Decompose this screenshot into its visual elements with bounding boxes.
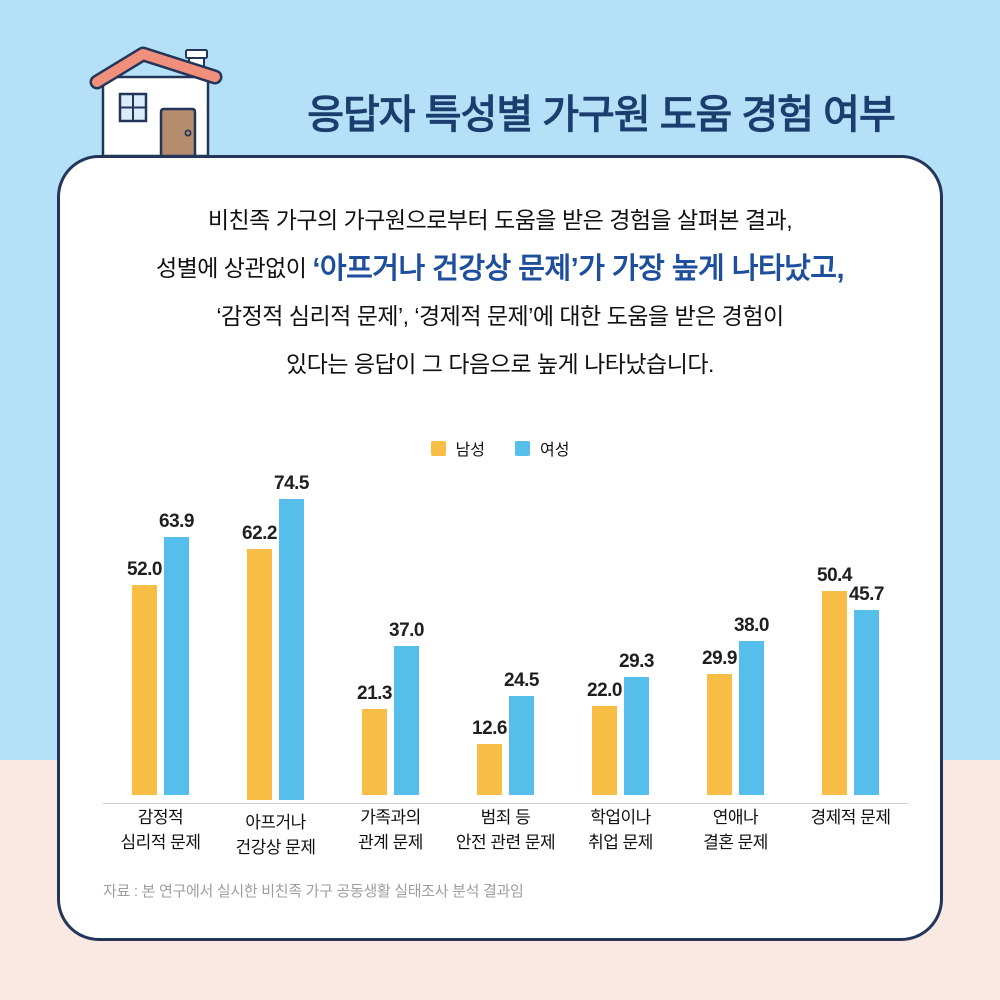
content-card: 비친족 가구의 가구원으로부터 도움을 받은 경험을 살펴본 결과, 성별에 상… [57, 155, 943, 941]
bar-여성 [164, 536, 189, 795]
bar-남성 [477, 743, 502, 795]
bar-여성 [394, 645, 419, 795]
bar-group: 29.9 38.0 연애나 결혼 문제 [678, 473, 793, 863]
category-label: 가족과의 관계 문제 [358, 807, 423, 852]
bar-group: 50.4 45.7 경제적 문제 [793, 473, 908, 863]
x-axis-line [103, 803, 908, 804]
category-label: 학업이나 취업 문제 [588, 807, 653, 852]
chart-legend: 남성 여성 [60, 436, 940, 460]
bar-여성 [279, 499, 304, 800]
page-title: 응답자 특성별 가구원 도움 경험 여부 [307, 93, 896, 137]
legend-label-male: 남성 [455, 442, 485, 459]
legend-label-female: 여성 [540, 442, 570, 459]
intro-line-2: 성별에 상관없이 ‘아프거나 건강상 문제’가 가장 높게 나타났고, [60, 242, 940, 290]
legend-item-male: 남성 [430, 436, 485, 460]
intro-line-3: ‘감정적 심리적 문제’, ‘경제적 문제’에 대한 도움을 받은 경험이 [216, 303, 784, 329]
bar-value-label: 50.4 [817, 564, 852, 586]
bar-남성 [362, 708, 387, 795]
category-label: 감정적 심리적 문제 [120, 807, 201, 852]
intro-line-2-highlight: ‘아프거나 건강상 문제’가 가장 높게 나타났고, [312, 253, 845, 285]
bar-여성 [624, 676, 649, 795]
bar-group: 12.6 24.5 범죄 등 안전 관련 문제 [448, 473, 563, 863]
grouped-bar-chart: 52.0 63.9 감정적 심리적 문제 62.2 74.5 아프거나 건강상 문제 21.3 3… [103, 473, 908, 863]
bar-value-label: 45.7 [849, 583, 884, 605]
bar-group: 62.2 74.5 아프거나 건강상 문제 [218, 473, 333, 863]
intro-line-1: 비친족 가구의 가구원으로부터 도움을 받은 경험을 살펴본 결과, [207, 207, 793, 233]
bar-value-label: 74.5 [274, 473, 309, 494]
bar-value-label: 62.2 [242, 523, 277, 544]
bar-value-label: 37.0 [389, 619, 424, 641]
bar-value-label: 38.0 [734, 614, 769, 636]
bar-여성 [509, 695, 534, 795]
bar-value-label: 63.9 [159, 510, 194, 532]
legend-swatch-female [515, 440, 530, 456]
bar-남성 [822, 590, 847, 795]
category-label: 범죄 등 안전 관련 문제 [455, 807, 556, 852]
bar-남성 [247, 549, 272, 800]
bar-value-label: 52.0 [127, 558, 162, 580]
bar-여성 [854, 609, 879, 795]
bar-group: 21.3 37.0 가족과의 관계 문제 [333, 473, 448, 863]
intro-line-2-prefix: 성별에 상관없이 [155, 255, 313, 281]
bar-group: 22.0 29.3 학업이나 취업 문제 [563, 473, 678, 863]
bar-value-label: 22.0 [587, 679, 622, 701]
bar-group: 52.0 63.9 감정적 심리적 문제 [103, 473, 218, 863]
intro-line-4: 있다는 응답이 그 다음으로 높게 나타났습니다. [286, 351, 714, 377]
category-label: 아프거나 건강상 문제 [235, 813, 316, 857]
intro-text-block: 비친족 가구의 가구원으로부터 도움을 받은 경험을 살펴본 결과, 성별에 상… [60, 194, 940, 386]
bar-value-label: 29.3 [619, 650, 654, 672]
category-label: 연애나 결혼 문제 [703, 807, 768, 852]
category-label: 경제적 문제 [810, 807, 891, 827]
legend-item-female: 여성 [515, 436, 569, 460]
bar-value-label: 21.3 [357, 682, 392, 704]
source-note: 자료 : 본 연구에서 실시한 비친족 가구 공동생활 실태조사 분석 결과임 [103, 883, 524, 900]
bar-value-label: 24.5 [504, 669, 539, 691]
bar-남성 [592, 705, 617, 795]
legend-swatch-male [430, 440, 446, 456]
bar-여성 [739, 640, 764, 795]
bar-value-label: 29.9 [702, 647, 737, 669]
house-icon [89, 46, 223, 156]
bar-value-label: 12.6 [472, 717, 507, 739]
bar-남성 [707, 673, 732, 795]
bar-남성 [132, 584, 157, 795]
